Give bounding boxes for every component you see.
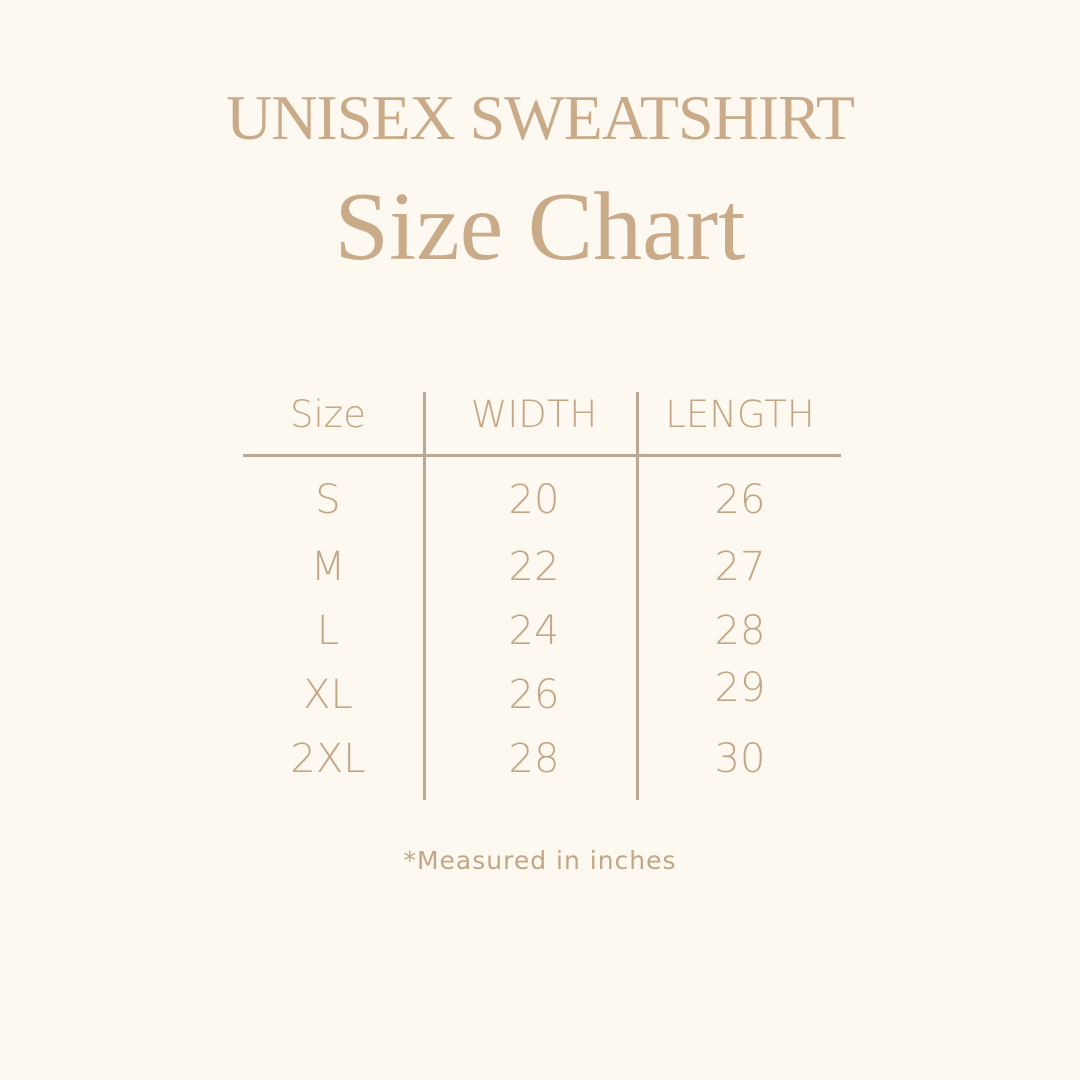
length-cell: 30 <box>714 736 766 782</box>
header-divider <box>243 454 841 457</box>
length-cell: 26 <box>714 477 766 523</box>
footnote: *Measured in inches <box>403 846 677 875</box>
length-cell: 27 <box>714 544 766 590</box>
length-cell: 28 <box>714 608 766 654</box>
title-line1: UNISEX SWEATSHIRT <box>225 82 855 153</box>
width-cell: 26 <box>508 672 560 718</box>
width-cell: 24 <box>508 608 560 654</box>
size-cell: XL <box>303 672 353 718</box>
length-cell: 29 <box>714 665 766 711</box>
header-size: Size <box>290 393 366 436</box>
width-cell: 22 <box>508 544 560 590</box>
page-title: Size Chart <box>334 173 746 281</box>
column-divider <box>423 392 426 800</box>
size-cell: 2XL <box>290 736 366 782</box>
size-cell: M <box>310 544 346 590</box>
header-width: WIDTH <box>470 393 598 436</box>
size-cell: S <box>315 477 341 523</box>
size-cell: L <box>316 608 340 654</box>
column-divider <box>636 392 639 800</box>
width-cell: 20 <box>508 477 560 523</box>
header-length: LENGTH <box>665 393 815 436</box>
width-cell: 28 <box>508 736 560 782</box>
